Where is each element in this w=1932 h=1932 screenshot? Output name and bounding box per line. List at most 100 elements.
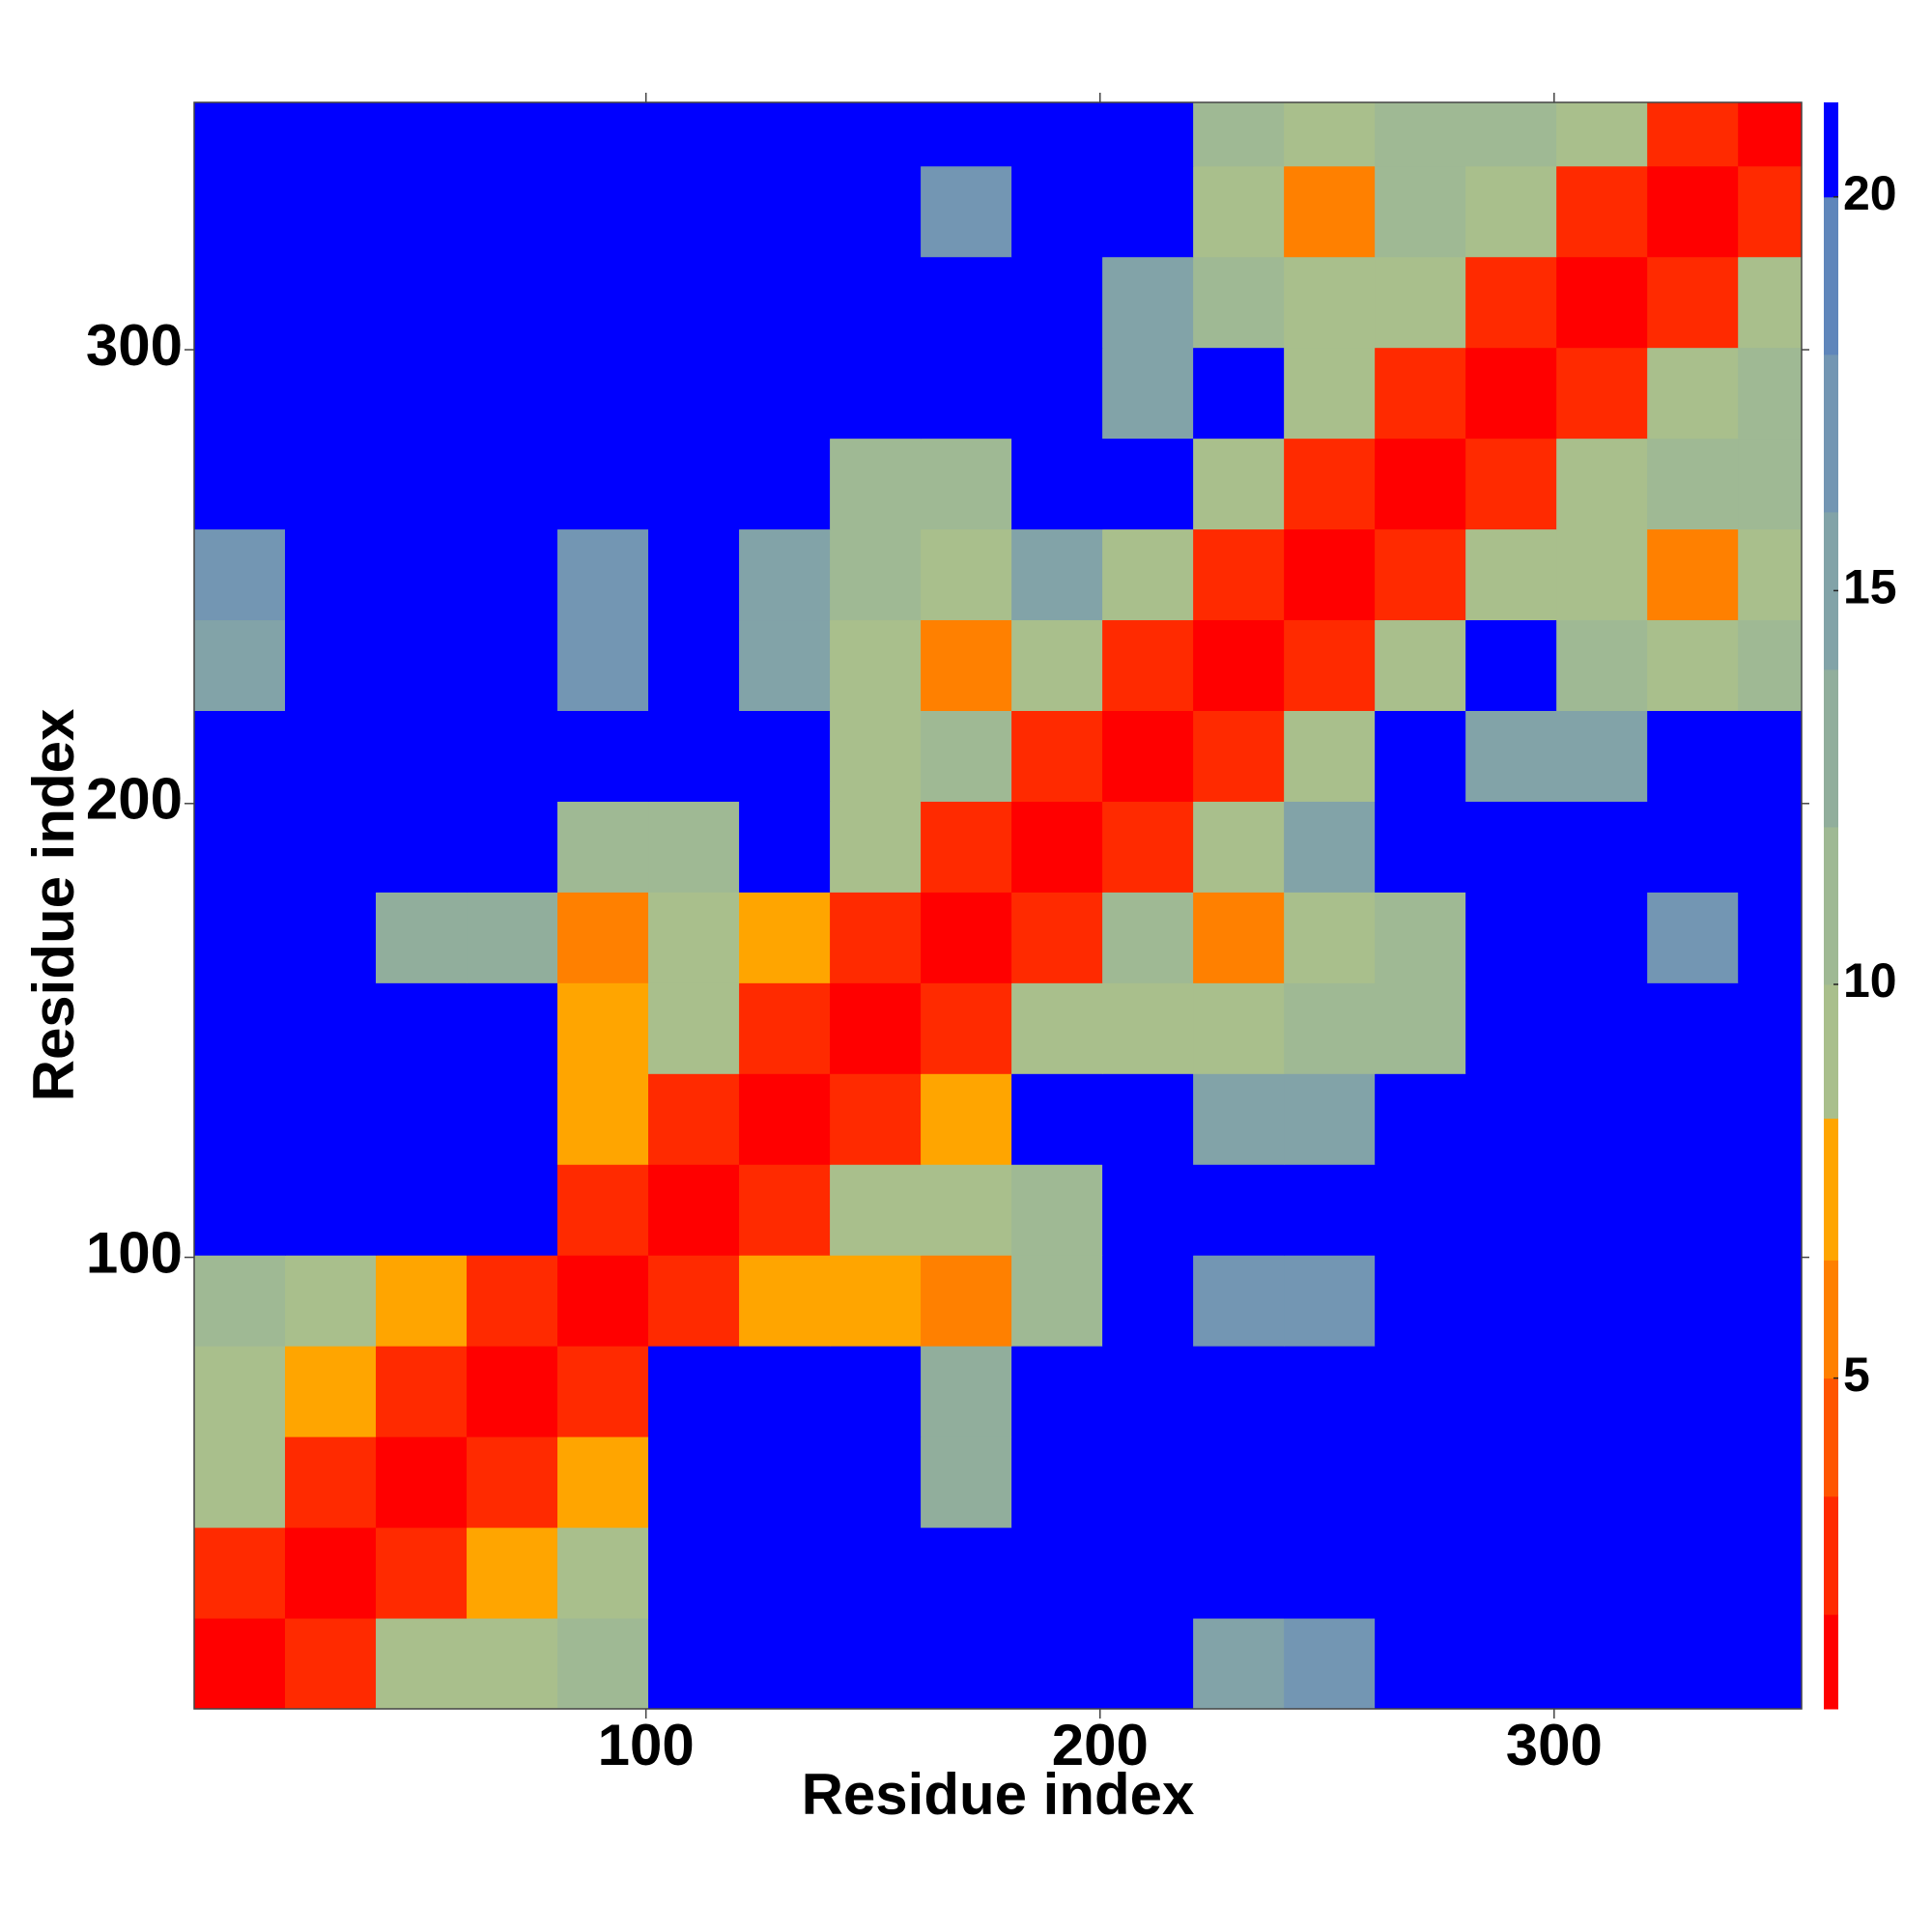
heatmap-cell: [1465, 892, 1557, 983]
heatmap-cell: [921, 892, 1012, 983]
heatmap-cell: [1102, 528, 1194, 621]
heatmap-cell: [1647, 1255, 1739, 1347]
heatmap-cell: [921, 1436, 1012, 1528]
heatmap-cell: [739, 1618, 831, 1710]
heatmap-cell: [376, 165, 468, 258]
heatmap-cell: [1102, 1346, 1194, 1437]
heatmap-cell: [648, 1073, 740, 1165]
heatmap-cell: [830, 1618, 922, 1710]
heatmap-cell: [1556, 528, 1648, 621]
heatmap-cell: [1647, 102, 1739, 167]
heatmap-cell: [467, 619, 558, 711]
heatmap-cell: [1738, 892, 1803, 983]
heatmap-cell: [194, 347, 286, 440]
heatmap-cell: [1193, 1527, 1285, 1619]
colorbar-segment: [1824, 196, 1838, 355]
heatmap-cell: [194, 1164, 286, 1256]
heatmap-cell: [1011, 1255, 1103, 1347]
heatmap-cell: [648, 438, 740, 530]
heatmap-cell: [285, 102, 377, 167]
x-tick-label: 100: [598, 1713, 695, 1777]
heatmap-cell: [285, 1346, 377, 1437]
heatmap-cell: [1193, 1073, 1285, 1165]
heatmap-cell: [648, 1164, 740, 1256]
heatmap-cell: [648, 1346, 740, 1437]
heatmap-cell: [467, 347, 558, 440]
heatmap-cell: [1193, 438, 1285, 530]
heatmap-cell: [467, 1164, 558, 1256]
heatmap-cell: [285, 892, 377, 983]
heatmap-cell: [376, 619, 468, 711]
heatmap-cell: [1738, 982, 1803, 1074]
heatmap-cell: [1284, 619, 1376, 711]
heatmap-cell: [1284, 438, 1376, 530]
heatmap-cell: [285, 1618, 377, 1710]
heatmap-cell: [921, 347, 1012, 440]
heatmap-cell: [285, 1255, 377, 1347]
heatmap-cell: [1738, 1346, 1803, 1437]
heatmap-cell: [648, 165, 740, 258]
heatmap-cell: [1465, 256, 1557, 349]
heatmap-cell: [1375, 528, 1466, 621]
heatmap-cell: [467, 102, 558, 167]
heatmap-cell: [921, 1346, 1012, 1437]
heatmap-cell: [467, 801, 558, 893]
heatmap-cell: [1647, 1164, 1739, 1256]
heatmap-cell: [739, 1073, 831, 1165]
heatmap-cell: [1465, 1255, 1557, 1347]
heatmap-cell: [1647, 892, 1739, 983]
heatmap-cell: [648, 801, 740, 893]
heatmap-cell: [921, 619, 1012, 711]
heatmap-cell: [830, 102, 922, 167]
heatmap-cell: [1193, 528, 1285, 621]
heatmap-cell: [921, 710, 1012, 802]
heatmap-cell: [467, 1618, 558, 1710]
heatmap-cell: [1193, 619, 1285, 711]
colorbar-segment: [1824, 511, 1838, 670]
heatmap-cell: [557, 102, 649, 167]
heatmap-cell: [739, 801, 831, 893]
heatmap-cell: [1647, 165, 1739, 258]
heatmap-cell: [648, 256, 740, 349]
heatmap-cell: [739, 165, 831, 258]
heatmap-cell: [1375, 1255, 1466, 1347]
heatmap-cell: [830, 1255, 922, 1347]
heatmap-cell: [1193, 1346, 1285, 1437]
heatmap-cell: [1465, 1527, 1557, 1619]
heatmap-cell: [1647, 528, 1739, 621]
heatmap-cell: [1102, 1164, 1194, 1256]
heatmap-cell: [1284, 1073, 1376, 1165]
heatmap-cell: [467, 1527, 558, 1619]
heatmap-cell: [1465, 438, 1557, 530]
heatmap-cell: [1556, 801, 1648, 893]
colorbar-segment: [1824, 354, 1838, 513]
heatmap-cell: [1102, 438, 1194, 530]
heatmap-cell: [1102, 801, 1194, 893]
heatmap-cell: [1193, 347, 1285, 440]
heatmap-cell: [1647, 1436, 1739, 1528]
heatmap-cell: [648, 528, 740, 621]
heatmap-cell: [467, 1436, 558, 1528]
heatmap-cell: [1738, 528, 1803, 621]
heatmap-cell: [557, 256, 649, 349]
heatmap-cell: [1193, 256, 1285, 349]
heatmap-cell: [1375, 1073, 1466, 1165]
heatmap-cell: [1738, 165, 1803, 258]
heatmap-cell: [1011, 982, 1103, 1074]
heatmap-cell: [1556, 256, 1648, 349]
heatmap-cell: [1465, 165, 1557, 258]
heatmap-cell: [1011, 347, 1103, 440]
heatmap-cell: [1284, 710, 1376, 802]
heatmap-cell: [648, 1255, 740, 1347]
heatmap-cell: [1375, 619, 1466, 711]
heatmap-cell: [557, 1164, 649, 1256]
y-tick-label: 300: [86, 313, 183, 378]
heatmap-cell: [1011, 1618, 1103, 1710]
heatmap-cell: [739, 102, 831, 167]
heatmap-cell: [1556, 1164, 1648, 1256]
heatmap-cell: [1102, 710, 1194, 802]
heatmap-cell: [1556, 347, 1648, 440]
heatmap-cell: [1193, 1164, 1285, 1256]
heatmap-cell: [648, 619, 740, 711]
colorbar-segment: [1824, 102, 1838, 198]
